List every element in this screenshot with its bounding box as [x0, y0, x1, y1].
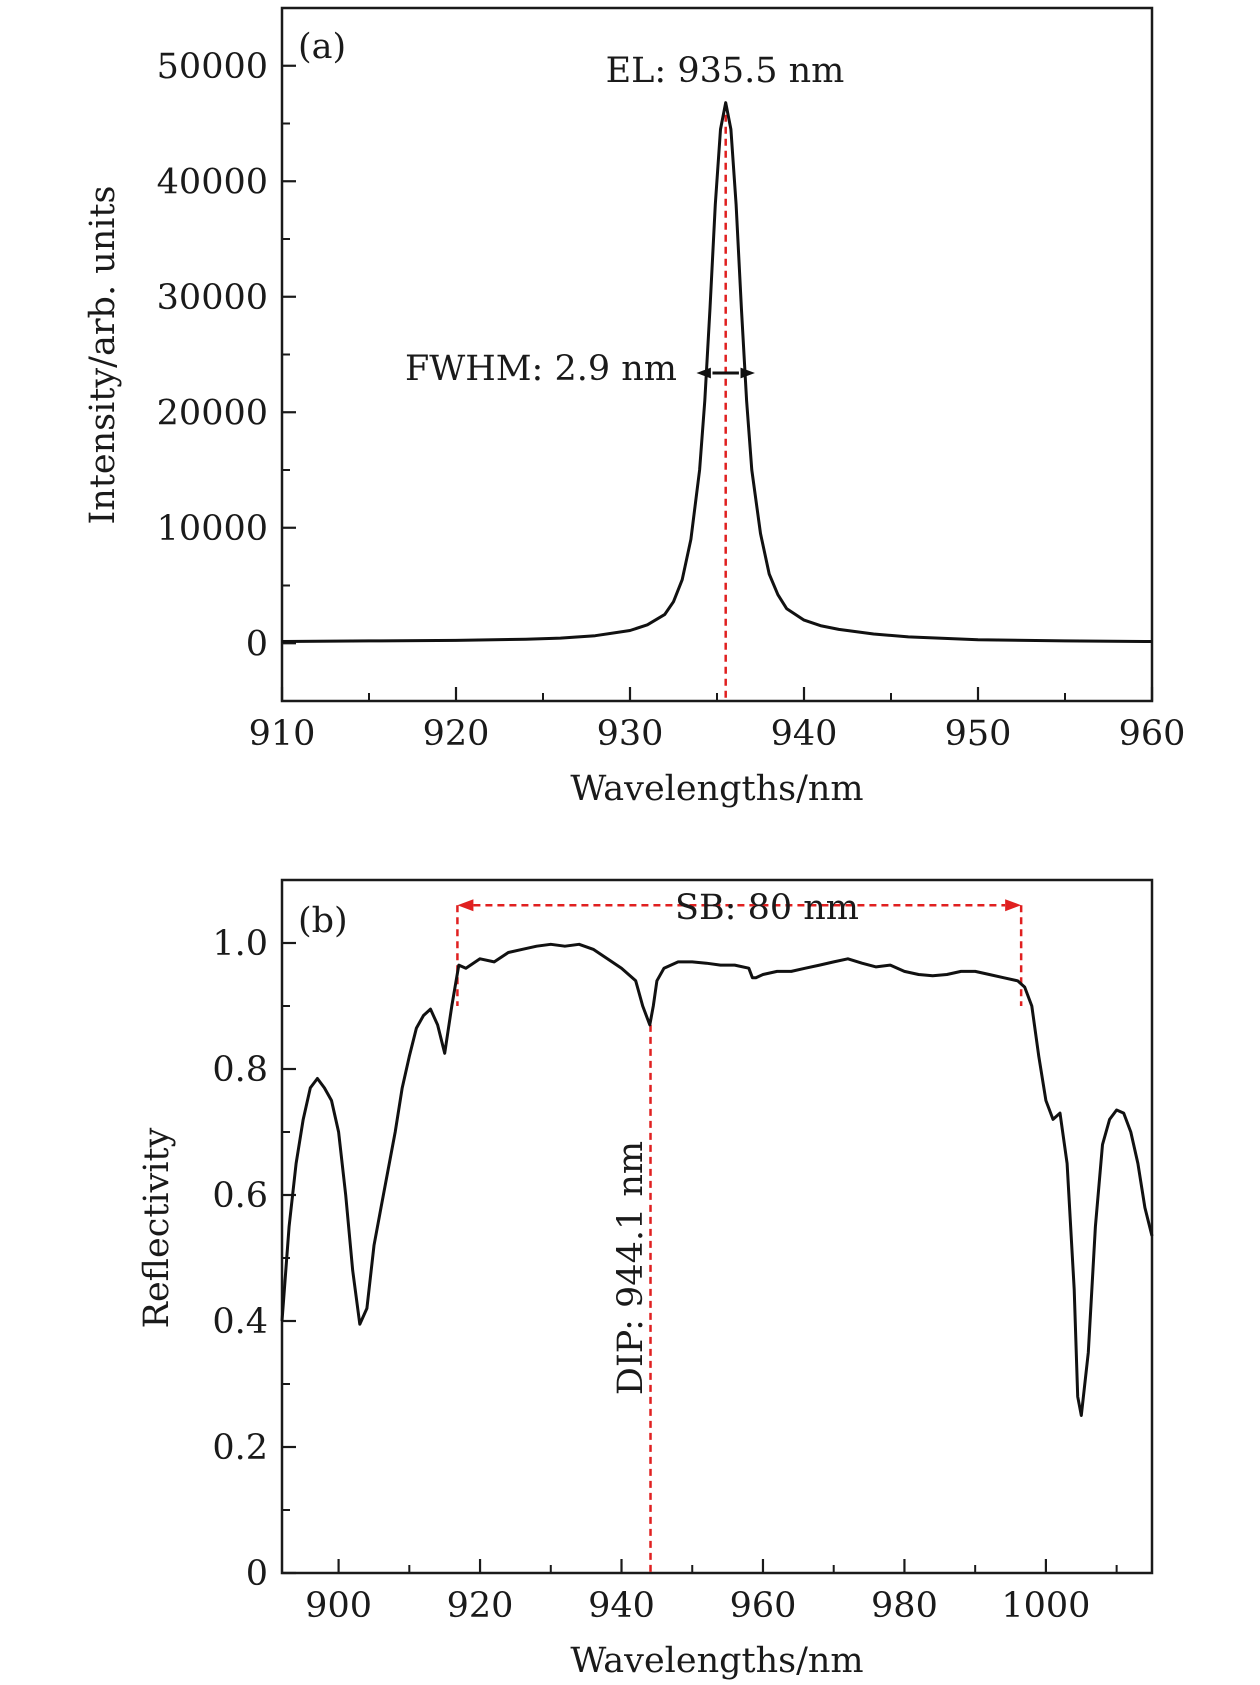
panel-a-fwhm-arrow-right — [740, 367, 755, 379]
panel-a-fwhm-arrow-left — [696, 367, 711, 379]
panel-b-label: (b) — [298, 901, 348, 941]
panel-b-y-tick-label: 0 — [246, 1554, 268, 1594]
panel-b-stopband-arrow-right — [1005, 899, 1022, 912]
panel-b-x-tick-label: 980 — [871, 1586, 938, 1626]
panel-b-y-tick-label: 0.2 — [212, 1428, 268, 1468]
panel-a-chart: 910 920 930 940 950 960 0 10000 20000 30000 40000 5… — [83, 6, 1186, 809]
panel-b-y-tick-label: 0.6 — [212, 1176, 268, 1216]
panel-b-x-tick-label: 1000 — [1001, 1586, 1090, 1626]
panel-a-x-tick-label: 950 — [945, 714, 1012, 754]
panel-b-ticks: 900 920 940 960 980 1000 0 0.2 0.4 0.6 0.8 1.0 — [212, 879, 1118, 1626]
panel-a-x-tick-label: 920 — [423, 714, 490, 754]
panel-a-series — [281, 101, 1153, 643]
panel-b-stopband-arrow-left — [457, 899, 474, 912]
panel-b-dip-label: DIP: 944.1 nm — [611, 1141, 651, 1395]
panel-b-x-tick-label: 940 — [588, 1586, 655, 1626]
panel-a-x-tick-label: 910 — [249, 714, 316, 754]
panel-b-series — [280, 942, 1154, 1417]
panel-b-annotations — [456, 899, 1023, 1573]
panel-a-y-tick-label: 30000 — [157, 278, 268, 318]
panel-a-fwhm-label: FWHM: 2.9 nm — [405, 349, 677, 389]
panel-a-y-tick-label: 50000 — [157, 47, 268, 87]
panel-a-y-tick-label: 0 — [246, 624, 268, 664]
panel-a-y-tick-label: 40000 — [157, 162, 268, 202]
panel-a-x-tick-label: 930 — [597, 714, 664, 754]
panel-b-y-axis-title: Reflectivity — [137, 1127, 177, 1328]
panel-b-y-tick-label: 0.4 — [212, 1302, 268, 1342]
panel-b-x-axis-title: Wavelengths/nm — [570, 1641, 863, 1681]
panel-a-label: (a) — [298, 27, 346, 67]
panel-a-x-tick-label: 960 — [1119, 714, 1186, 754]
panel-b-stopband-label: SB: 80 nm — [675, 888, 859, 928]
panel-a-x-tick-label: 940 — [771, 714, 838, 754]
panel-a-y-axis-title: Intensity/arb. units — [83, 185, 123, 524]
panel-b-y-tick-label: 1.0 — [212, 924, 268, 964]
panel-b-x-tick-label: 960 — [730, 1586, 797, 1626]
panel-a-series-line — [281, 101, 1153, 643]
panel-b-plot-frame — [280, 878, 1154, 1575]
panel-b-x-tick-label: 900 — [305, 1586, 372, 1626]
panel-a-y-tick-label: 20000 — [157, 393, 268, 433]
panel-a-x-axis-title: Wavelengths/nm — [570, 769, 863, 809]
panel-b-y-tick-label: 0.8 — [212, 1050, 268, 1090]
panel-b-series-line — [280, 942, 1154, 1417]
panel-a-y-tick-label: 10000 — [157, 509, 268, 549]
panel-b-x-tick-label: 920 — [447, 1586, 514, 1626]
panel-a-peak-label: EL: 935.5 nm — [606, 51, 845, 91]
panel-a-ticks: 910 920 930 940 950 960 0 10000 20000 30000 40000 5… — [157, 7, 1186, 754]
